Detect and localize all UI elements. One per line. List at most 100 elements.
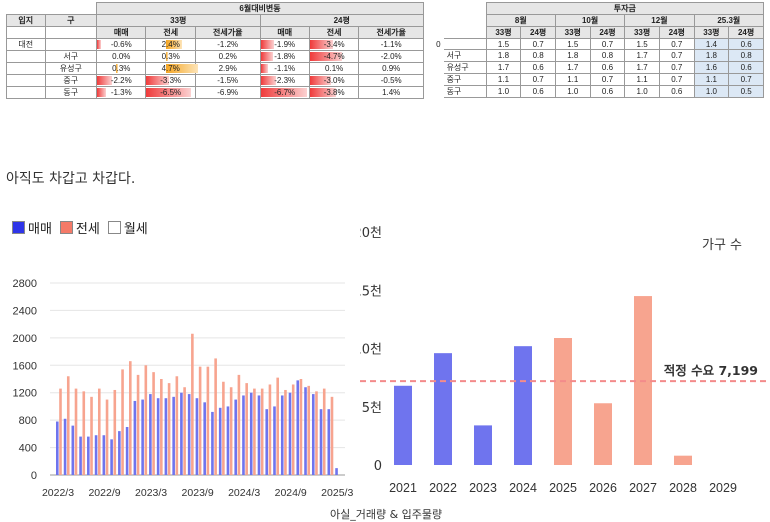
bar-sale xyxy=(102,435,106,475)
value-text: 1.4% xyxy=(382,88,401,97)
bar-jeonse xyxy=(129,361,132,475)
bar-jeonse xyxy=(330,396,334,475)
value-cell: -6.7% xyxy=(259,86,310,99)
value-text: -6.5% xyxy=(160,88,182,97)
bar-sale xyxy=(273,406,276,475)
chart-title: 가구 수 xyxy=(702,238,742,253)
y-tick-label: 0 xyxy=(31,470,37,482)
bar-2026 xyxy=(594,403,612,465)
bar-sale xyxy=(118,431,121,475)
header-row-3: 매매 전세 전세가율 매매 전세 전세가율 xyxy=(6,26,424,39)
bar-2028 xyxy=(674,455,692,465)
value-text: 0.0% xyxy=(112,52,131,61)
bar-sale xyxy=(195,398,199,475)
bar-jeonse xyxy=(136,374,140,475)
bar-sale xyxy=(257,395,261,475)
sub-header: 33평 xyxy=(554,26,591,39)
gu-cell: 동구 xyxy=(443,85,487,98)
value-text: -2.0% xyxy=(380,52,402,61)
value-cell: 1.0 xyxy=(554,85,591,98)
y-tick-label: 2400 xyxy=(13,305,37,317)
bar-jeonse xyxy=(260,388,264,475)
bar-jeonse xyxy=(307,385,311,475)
value-text: -1.3% xyxy=(110,88,132,97)
y-tick-label: 20천 xyxy=(360,226,382,241)
x-tick-label: 2021 xyxy=(389,481,417,495)
y-tick-label: 1200 xyxy=(13,388,37,400)
bar-sale xyxy=(56,421,59,475)
bar-sale xyxy=(87,436,90,475)
value-cell: 0.7 xyxy=(728,73,764,86)
value-text: -1.2% xyxy=(217,40,239,49)
value-text: -6.9% xyxy=(217,88,239,97)
bar-sale xyxy=(249,392,253,475)
bar-jeonse xyxy=(97,388,101,475)
value-bar xyxy=(97,40,102,49)
bar-jeonse xyxy=(299,379,303,475)
transaction-chart: 0 400 800 1200 1600 2000 2400 2800 2022/3 2022/9 2… xyxy=(13,278,354,499)
bar-jeonse xyxy=(276,377,279,475)
y-tick-label: 2800 xyxy=(13,278,37,290)
y-tick-label: 800 xyxy=(19,415,37,427)
bar-sale xyxy=(172,396,175,475)
x-tick-label: 2029 xyxy=(709,481,737,495)
header-row-2: 8월 10월 12월 25.3월 xyxy=(428,14,765,27)
bar-sale xyxy=(187,394,191,475)
x-tick-label: 2022/9 xyxy=(88,487,120,499)
bar-jeonse xyxy=(237,374,241,475)
table-row: 중구 1.1 0.7 1.1 0.7 1.1 0.7 1.1 0.7 xyxy=(428,73,764,86)
value-bar xyxy=(309,40,334,49)
bar-jeonse xyxy=(74,388,78,475)
value-cell: 1.0 xyxy=(485,85,522,98)
value-text: -3.8% xyxy=(323,88,345,97)
bar-sale xyxy=(164,398,168,475)
table-row: 동구 -1.3% -6.5% -6.9% -6.7% -3.8% 1.4% xyxy=(6,86,424,99)
sub-header: 33평 xyxy=(485,26,522,39)
value-bar xyxy=(165,40,183,49)
group-header: 투자금 xyxy=(485,2,765,15)
bar-jeonse xyxy=(105,399,109,475)
x-tick-label: 2028 xyxy=(669,481,697,495)
bar-sale xyxy=(218,407,222,475)
bar-sale xyxy=(327,409,331,475)
value-cell: 0.5 xyxy=(728,85,764,98)
bar-jeonse xyxy=(322,388,326,475)
value-text: 0.3% xyxy=(112,64,131,73)
value-bar xyxy=(309,76,331,85)
supply-chart: 0 5천 10천 15천 20천가구 수 2021 2022 2023 2024 2025 2026… xyxy=(360,226,770,495)
bar-sale xyxy=(141,399,144,475)
header-row-1: 투자금 xyxy=(428,2,765,15)
value-text: -1.8% xyxy=(274,52,296,61)
bar-jeonse xyxy=(59,388,62,475)
y-tick-label: 0 xyxy=(374,459,382,474)
period-header: 12월 xyxy=(624,14,695,27)
bar-jeonse xyxy=(222,381,225,475)
x-tick-label: 2022/3 xyxy=(42,487,74,499)
value-cell: 0.7 xyxy=(520,73,556,86)
value-cell: 1.4% xyxy=(358,86,424,99)
value-cell: 1.7 xyxy=(624,49,660,62)
sub-header: 전세가율 xyxy=(194,26,261,39)
sub-header: 24평 xyxy=(728,26,764,39)
value-bar xyxy=(97,88,107,97)
value-text: -2.2% xyxy=(110,76,132,85)
bar-jeonse xyxy=(167,383,171,475)
value-text: -6.7% xyxy=(274,88,296,97)
y-tick-label: 5천 xyxy=(362,401,382,416)
value-text: -1.1% xyxy=(274,64,296,73)
bar-sale xyxy=(304,387,307,475)
bar-sale xyxy=(71,425,75,475)
value-text: -1.9% xyxy=(274,40,296,49)
bar-sale xyxy=(242,395,245,475)
value-bar xyxy=(260,76,277,85)
value-cell: 1.1 xyxy=(693,73,730,86)
bar-sale xyxy=(335,468,338,475)
value-cell: 1.7 xyxy=(485,61,522,74)
bar-sale xyxy=(203,402,206,475)
sub-header: 24평 xyxy=(589,26,626,39)
source-note: 아실_거래량 & 입주물량 xyxy=(330,508,443,521)
x-tick-label: 2023/9 xyxy=(182,487,214,499)
bar-jeonse xyxy=(175,376,179,475)
table-row: 서구 0.0% 0.3% 0.2% -1.8% -4.7% -2.0% xyxy=(6,50,424,63)
x-tick-label: 2023/3 xyxy=(135,487,167,499)
